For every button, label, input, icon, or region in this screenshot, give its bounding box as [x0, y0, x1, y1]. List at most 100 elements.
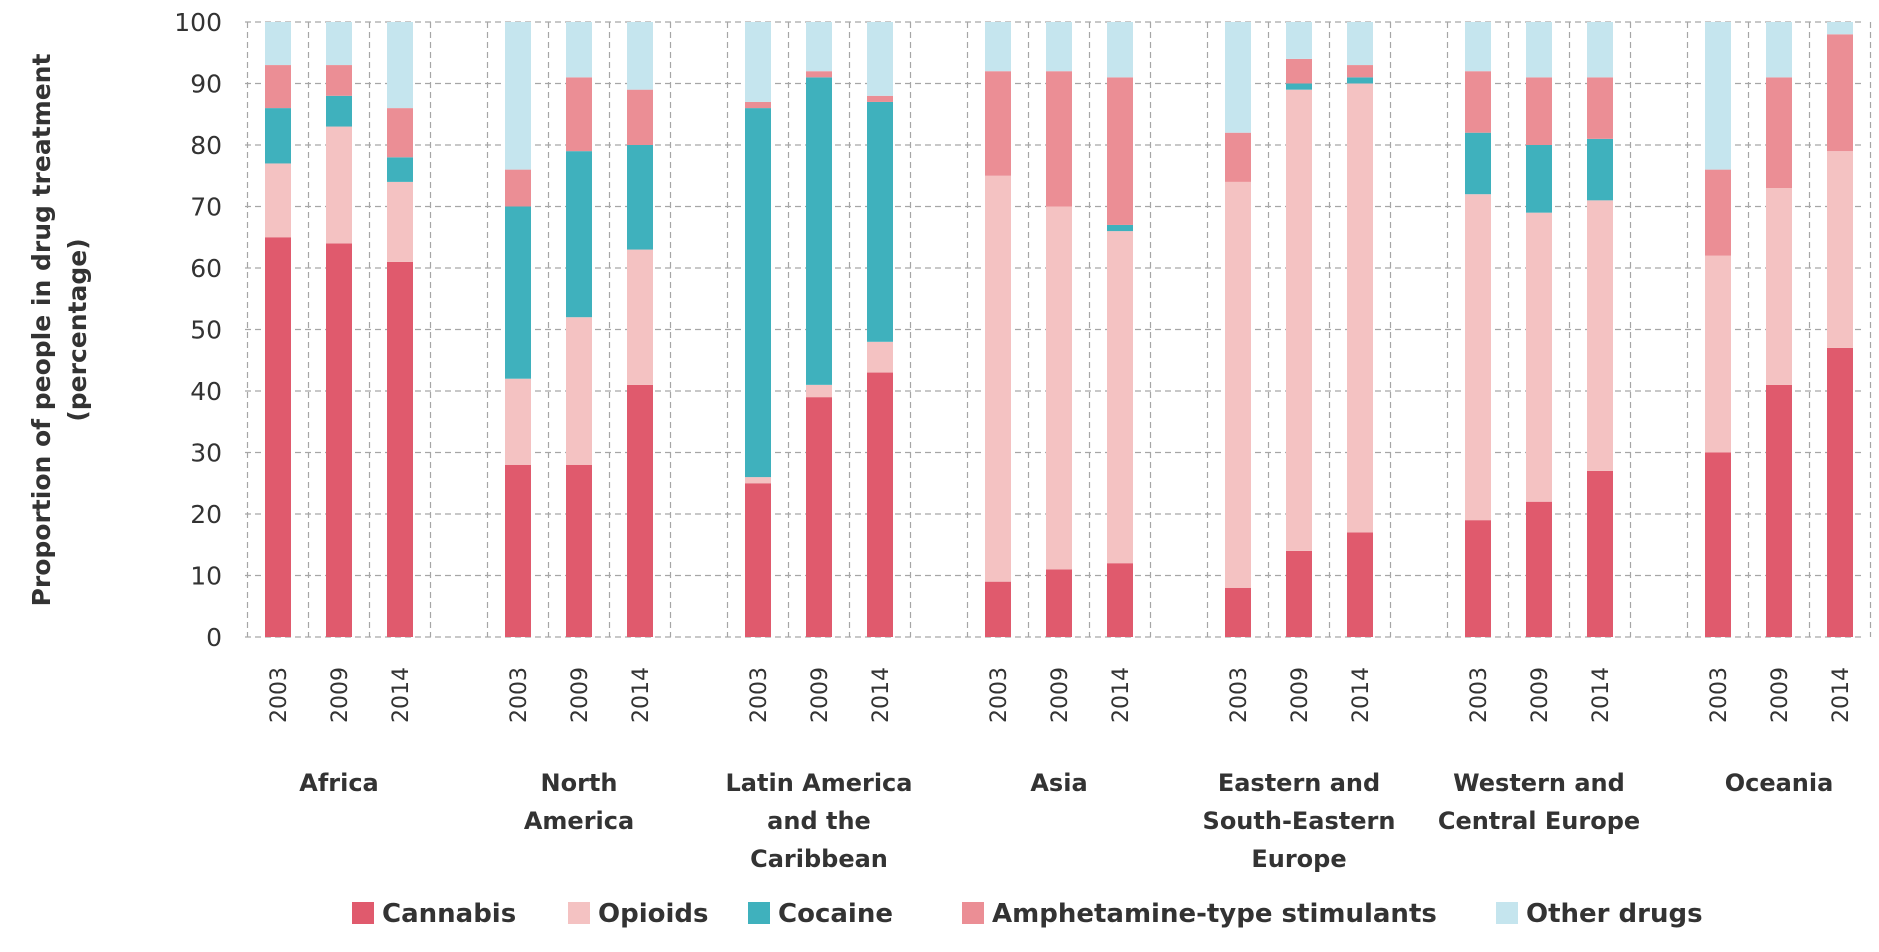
bar-segment-cannabis: [1347, 532, 1373, 637]
bar-segment-cocaine: [265, 108, 291, 164]
group-label: Africa: [299, 769, 379, 797]
bar-segment-amphetamine-type-stimulants: [1526, 77, 1552, 145]
bar-segment-amphetamine-type-stimulants: [1286, 58, 1312, 84]
bar-segment-cocaine: [566, 151, 592, 318]
y-tick-label: 100: [174, 8, 222, 37]
x-tick-label-year: 2003: [267, 667, 292, 723]
bar-segment-other-drugs: [326, 22, 352, 66]
x-tick-label-year: 2003: [1227, 667, 1252, 723]
group-label: Asia: [1030, 769, 1087, 797]
bar-segment-other-drugs: [1046, 22, 1072, 72]
bar-segment-other-drugs: [1705, 22, 1731, 170]
bar-segment-cannabis: [505, 464, 531, 637]
group-label: Latin America and the Caribbean: [726, 769, 913, 873]
bar-segment-other-drugs: [745, 22, 771, 102]
bar-segment-opioids: [1046, 206, 1072, 570]
legend-item-label: Cannabis: [382, 899, 516, 929]
x-tick-label-year: 2003: [747, 667, 772, 723]
y-tick-label: 20: [190, 500, 222, 529]
legend-item-label: Other drugs: [1526, 899, 1703, 929]
bar-segment-amphetamine-type-stimulants: [627, 89, 653, 145]
bar-segment-other-drugs: [1827, 22, 1853, 35]
bar-segment-cocaine: [1526, 145, 1552, 213]
y-tick-label: 50: [190, 316, 222, 345]
bar-segment-cannabis: [867, 372, 893, 637]
y-tick-label: 80: [190, 131, 222, 160]
bar-segment-opioids: [1286, 89, 1312, 551]
bar-segment-cannabis: [265, 237, 291, 637]
bar-segment-opioids: [1526, 212, 1552, 502]
bar-segment-opioids: [566, 317, 592, 465]
bar-segment-amphetamine-type-stimulants: [745, 101, 771, 109]
y-tick-label: 60: [190, 254, 222, 283]
bar-segment-cannabis: [1465, 520, 1491, 637]
bar-segment-cocaine: [1347, 77, 1373, 84]
bar-segment-cannabis: [1766, 384, 1792, 637]
legend-item-label: Amphetamine-type stimulants: [992, 899, 1437, 929]
bar-segment-other-drugs: [1465, 22, 1491, 72]
bar-segment-cocaine: [387, 157, 413, 182]
x-tick-label-year: 2014: [1109, 667, 1134, 723]
x-tick-label-year: 2009: [568, 667, 593, 723]
bar-segment-cannabis: [1587, 470, 1613, 637]
x-tick-label-year: 2009: [1288, 667, 1313, 723]
legend-item-label: Cocaine: [778, 899, 893, 929]
x-tick-label-year: 2014: [869, 667, 894, 723]
bar-segment-amphetamine-type-stimulants: [1225, 132, 1251, 182]
x-tick-label-year: 2009: [1528, 667, 1553, 723]
y-tick-label: 30: [190, 439, 222, 468]
bar-segment-other-drugs: [985, 22, 1011, 72]
bar-segment-opioids: [985, 175, 1011, 582]
group-label: North America: [524, 769, 634, 835]
bar-segment-cocaine: [1587, 138, 1613, 201]
x-tick-label-year: 2003: [1467, 667, 1492, 723]
bar-segment-amphetamine-type-stimulants: [265, 65, 291, 109]
bar-segment-cocaine: [505, 206, 531, 379]
bar-segment-opioids: [1827, 151, 1853, 348]
bar-segment-opioids: [387, 181, 413, 262]
legend-swatch: [962, 902, 984, 924]
bar-segment-cannabis: [1705, 452, 1731, 637]
x-tick-label-year: 2003: [1707, 667, 1732, 723]
bar-segment-cannabis: [1526, 501, 1552, 637]
bar-segment-opioids: [505, 378, 531, 465]
x-tick-label-year: 2009: [1048, 667, 1073, 723]
group-label: Eastern and South-Eastern Europe: [1203, 769, 1396, 873]
bar-segment-cannabis: [387, 261, 413, 637]
labels-layer: 2003 2009 2014 2003 2009 2014 2003 2009 2014 2003…: [267, 667, 1854, 873]
bar-segment-cocaine: [867, 101, 893, 342]
bar-segment-opioids: [1225, 181, 1251, 588]
bar-segment-opioids: [627, 249, 653, 385]
bar-segment-cocaine: [627, 145, 653, 250]
bar-segment-other-drugs: [505, 22, 531, 170]
group-label: Western and Central Europe: [1438, 769, 1640, 835]
x-tick-label-year: 2009: [328, 667, 353, 723]
bar-segment-amphetamine-type-stimulants: [985, 71, 1011, 176]
bar-segment-amphetamine-type-stimulants: [1587, 77, 1613, 139]
bar-segment-other-drugs: [566, 22, 592, 78]
bar-segment-opioids: [326, 126, 352, 244]
bar-segment-opioids: [745, 477, 771, 484]
bar-segment-cocaine: [326, 95, 352, 127]
bar-segment-other-drugs: [1107, 22, 1133, 78]
x-tick-label-year: 2014: [629, 667, 654, 723]
axis-layer: 0 10 20 30 40 50 60 70 80 90 100 Proportion of peop…: [27, 8, 222, 652]
bar-segment-other-drugs: [387, 22, 413, 109]
bar-segment-amphetamine-type-stimulants: [1766, 77, 1792, 189]
bars-layer: [265, 22, 1853, 637]
legend-swatch: [748, 902, 770, 924]
x-tick-label-year: 2014: [1829, 667, 1854, 723]
x-tick-label-year: 2014: [389, 667, 414, 723]
y-axis-title: Proportion of people in drug treatment (p…: [27, 54, 92, 607]
bar-segment-opioids: [1766, 188, 1792, 385]
bar-segment-amphetamine-type-stimulants: [1046, 71, 1072, 207]
bar-segment-cannabis: [566, 464, 592, 637]
bar-segment-other-drugs: [1766, 22, 1792, 78]
x-tick-label-year: 2009: [1768, 667, 1793, 723]
legend: Cannabis Opioids Cocaine Amphetamine-type s…: [352, 899, 1703, 929]
bar-segment-cannabis: [326, 243, 352, 637]
bar-segment-other-drugs: [806, 22, 832, 72]
bar-segment-opioids: [1107, 231, 1133, 564]
bar-segment-cannabis: [1827, 347, 1853, 637]
